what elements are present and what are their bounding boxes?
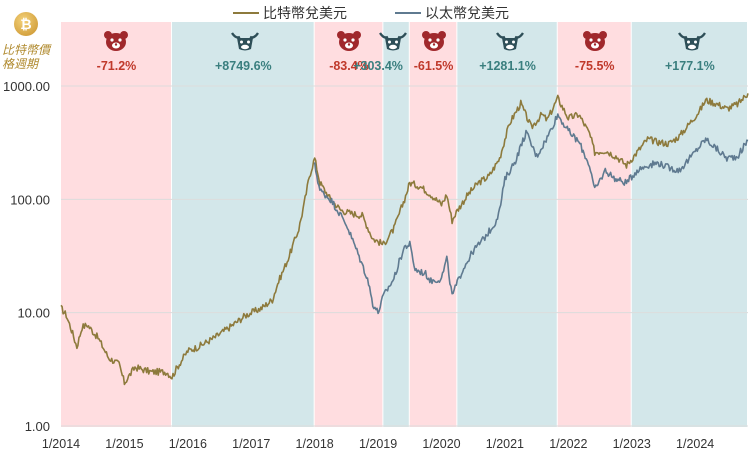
legend-eth: 以太幣兌美元 xyxy=(395,3,509,23)
band-bull-5 xyxy=(457,22,557,427)
bull-icon xyxy=(677,30,706,52)
x-tick-label: 1/2017 xyxy=(232,437,270,451)
legend-eth-swatch xyxy=(395,12,421,14)
band-bull-3 xyxy=(383,22,409,427)
bear-icon xyxy=(421,30,447,52)
legend-btc-label: 比特幣兌美元 xyxy=(263,5,347,21)
x-tick-label: 1/2014 xyxy=(42,437,80,451)
x-tick-label: 1/2019 xyxy=(359,437,397,451)
band-bull-1 xyxy=(171,22,314,427)
cycle-change-label: +177.1% xyxy=(665,59,715,73)
bitcoin-logo-icon: ₿ xyxy=(14,12,38,36)
cycle-change-label: -61.5% xyxy=(413,59,454,73)
legend-eth-label: 以太幣兌美元 xyxy=(425,5,509,21)
y-tick-label: 1.00 xyxy=(25,419,50,434)
x-tick-label: 1/2022 xyxy=(549,437,587,451)
bull-icon xyxy=(495,30,524,52)
bear-icon xyxy=(582,30,608,52)
series-lines xyxy=(60,93,749,386)
x-tick-label: 1/2023 xyxy=(613,437,651,451)
band-bear-2 xyxy=(314,22,383,427)
legend-btc-swatch xyxy=(233,12,259,14)
band-bear-6 xyxy=(557,22,631,427)
cycle-bands xyxy=(61,22,747,427)
x-tick-label: 1/2020 xyxy=(422,437,460,451)
x-axis: 1/2014 1/2015 1/2016 1/2017 1/2018 1/2019 1/20… xyxy=(42,437,714,451)
cycle-change-label: +303.4% xyxy=(353,59,403,73)
band-bull-7 xyxy=(631,22,747,427)
y-axis-label: 比特幣價格週期 xyxy=(2,43,51,71)
x-tick-label: 1/2018 xyxy=(296,437,334,451)
cycle-change-label: -71.2% xyxy=(96,59,137,73)
y-tick-label: 10.00 xyxy=(17,306,50,321)
cycle-change-label: -75.5% xyxy=(574,59,615,73)
cycle-change-label: -83.4% xyxy=(329,59,369,73)
series-line-btc xyxy=(60,93,749,386)
x-tick-label: 1/2016 xyxy=(169,437,207,451)
bull-icon xyxy=(230,30,260,52)
y-tick-label: 100.00 xyxy=(10,192,50,207)
bear-icon xyxy=(336,30,362,52)
cycle-change-label: +1281.1% xyxy=(479,59,536,73)
legend-btc: 比特幣兌美元 xyxy=(233,3,347,23)
series-line-eth xyxy=(313,113,749,315)
bear-icon xyxy=(103,30,129,52)
y-axis: 1.00 10.00 100.00 1000.00 xyxy=(3,79,50,434)
band-bear-0 xyxy=(61,22,171,427)
y-tick-label: 1000.00 xyxy=(3,79,50,94)
x-tick-label: 1/2021 xyxy=(486,437,524,451)
band-bear-4 xyxy=(409,22,457,427)
bull-icon xyxy=(378,30,407,52)
x-tick-label: 1/2024 xyxy=(676,437,714,451)
x-tick-label: 1/2015 xyxy=(105,437,143,451)
cycle-change-label: +8749.6% xyxy=(214,59,272,73)
